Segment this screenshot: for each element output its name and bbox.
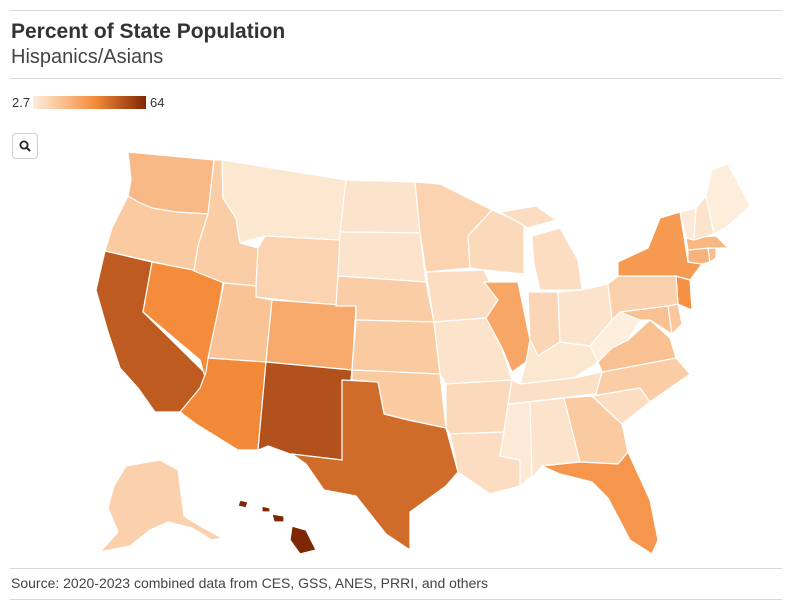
chart-subtitle: Hispanics/Asians bbox=[11, 46, 164, 68]
legend-max-label: 64 bbox=[150, 95, 165, 110]
footer-rule-top bbox=[10, 568, 782, 569]
state-mt[interactable] bbox=[221, 159, 347, 244]
state-tx[interactable] bbox=[291, 379, 459, 551]
state-hi[interactable] bbox=[237, 499, 317, 555]
source-note: Source: 2020-2023 combined data from CES… bbox=[11, 575, 489, 591]
top-rule bbox=[10, 10, 782, 11]
legend-gradient-bar bbox=[33, 96, 146, 109]
header-rule bbox=[10, 78, 782, 79]
footer-rule-bottom bbox=[10, 599, 782, 600]
state-ct[interactable] bbox=[687, 247, 711, 265]
state-ak[interactable] bbox=[99, 459, 223, 553]
state-me[interactable] bbox=[705, 163, 751, 235]
chart-title: Percent of State Population bbox=[11, 20, 286, 43]
state-nm[interactable] bbox=[257, 361, 353, 461]
state-ks[interactable] bbox=[351, 319, 441, 375]
state-il[interactable] bbox=[483, 281, 531, 373]
state-nd[interactable] bbox=[339, 179, 421, 234]
state-fl[interactable] bbox=[541, 451, 659, 555]
state-ri[interactable] bbox=[707, 247, 717, 263]
legend-min-label: 2.7 bbox=[12, 95, 31, 110]
state-co[interactable] bbox=[265, 299, 357, 371]
state-wy[interactable] bbox=[255, 235, 341, 307]
state-ia[interactable] bbox=[425, 269, 499, 323]
state-ar[interactable] bbox=[445, 379, 513, 435]
state-nc[interactable] bbox=[591, 357, 691, 403]
state-wi[interactable] bbox=[467, 209, 525, 275]
search-icon bbox=[19, 140, 31, 152]
zoom-button[interactable] bbox=[12, 133, 38, 159]
state-sd[interactable] bbox=[337, 231, 427, 283]
